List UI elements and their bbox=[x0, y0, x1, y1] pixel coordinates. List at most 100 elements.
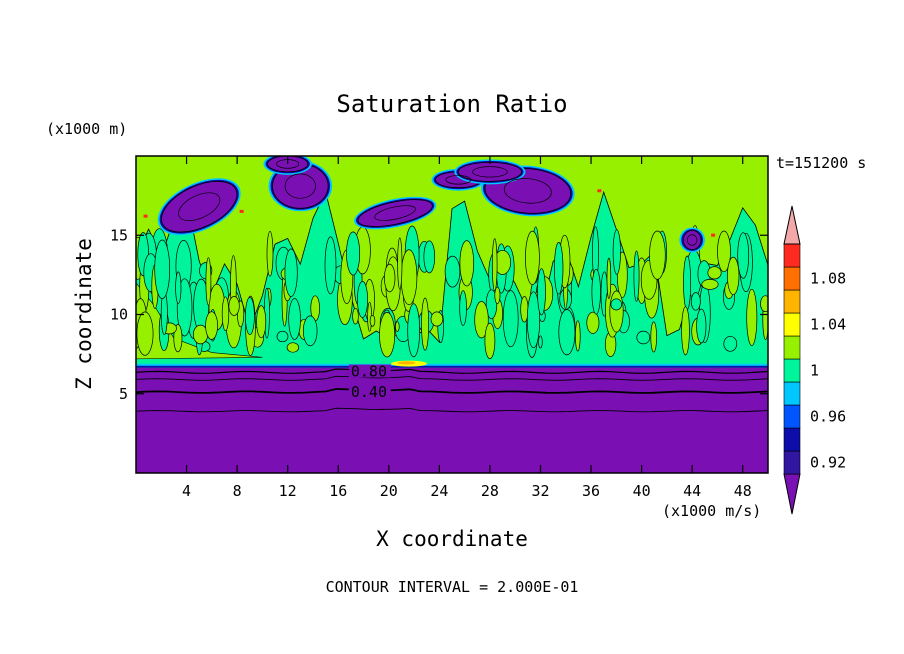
cloud-streak bbox=[245, 297, 255, 335]
y-unit-label: (x1000 m) bbox=[46, 120, 127, 138]
y-tick-label: 10 bbox=[110, 306, 128, 324]
dry-layer-edge bbox=[136, 365, 768, 368]
colorbar-segment bbox=[783, 335, 801, 360]
cloud-streak bbox=[606, 257, 612, 299]
x-tick-label: 40 bbox=[633, 482, 651, 500]
cloud-streak bbox=[683, 255, 692, 311]
colorbar-segment bbox=[783, 404, 801, 429]
x-tick-label: 44 bbox=[683, 482, 701, 500]
cloud-streak bbox=[346, 231, 361, 276]
cloud-streak bbox=[444, 255, 461, 288]
contour-line bbox=[284, 173, 316, 199]
colorbar-segment bbox=[783, 427, 801, 452]
chart-title: Saturation Ratio bbox=[336, 90, 567, 118]
supersaturated-speck bbox=[143, 214, 148, 218]
cloud-streak bbox=[324, 236, 337, 295]
cloud-streak bbox=[717, 230, 731, 273]
y-tick-label: 15 bbox=[110, 226, 128, 244]
cloud-streak bbox=[395, 321, 400, 332]
colorbar-segment bbox=[783, 266, 801, 291]
contour-label: 0.80 bbox=[351, 363, 387, 381]
x-unit-label: (x1000 m/s) bbox=[662, 502, 761, 520]
contour-line bbox=[686, 234, 698, 246]
cloud-streak bbox=[723, 335, 738, 352]
colorbar-segment bbox=[783, 358, 801, 383]
subsaturated-patch bbox=[457, 161, 522, 182]
cloud-streak bbox=[491, 238, 498, 292]
cloud-streak bbox=[701, 279, 719, 290]
cloud-streak bbox=[650, 321, 657, 353]
supersaturated-speck bbox=[239, 209, 244, 213]
cloud-streak bbox=[369, 314, 376, 327]
cloud-streak bbox=[760, 295, 768, 313]
x-tick-label: 20 bbox=[380, 482, 398, 500]
cloud-streak bbox=[727, 256, 740, 296]
time-label: t=151200 s bbox=[776, 154, 866, 172]
cloud-streak bbox=[136, 311, 154, 356]
cloud-streak bbox=[384, 263, 396, 293]
colorbar-segment bbox=[783, 381, 801, 406]
cloud-streak bbox=[538, 335, 543, 349]
cloud-streak bbox=[379, 312, 396, 358]
x-tick-label: 8 bbox=[233, 482, 242, 500]
x-tick-label: 16 bbox=[329, 482, 347, 500]
contour-line bbox=[136, 368, 768, 374]
cloud-streak bbox=[525, 230, 540, 285]
cloud-streak bbox=[288, 298, 301, 340]
contour-label-bg bbox=[348, 364, 391, 378]
cloud-streak bbox=[502, 290, 519, 348]
colorbar-segment bbox=[783, 243, 801, 268]
contour-line bbox=[136, 388, 768, 394]
cloud-streak bbox=[485, 289, 498, 320]
cloud-streak bbox=[636, 330, 651, 345]
cloud-streak bbox=[173, 324, 183, 353]
supersaturated-speck bbox=[711, 233, 716, 237]
cloud-streak bbox=[707, 266, 722, 280]
x-tick-label: 28 bbox=[481, 482, 499, 500]
colorbar-segment bbox=[783, 473, 801, 515]
x-axis-label: X coordinate bbox=[376, 527, 528, 551]
contour-interval-note: CONTOUR INTERVAL = 2.000E-01 bbox=[326, 578, 579, 596]
cloud-streak bbox=[612, 229, 621, 275]
cloud-streak bbox=[421, 297, 430, 351]
cloud-streak bbox=[575, 320, 581, 352]
colorbar-label: 1.08 bbox=[810, 270, 846, 288]
colorbar-segment bbox=[783, 312, 801, 337]
cloud-streak bbox=[609, 290, 624, 333]
cloud-streak bbox=[302, 315, 318, 347]
y-axis: 5 10 15 bbox=[110, 226, 768, 403]
x-tick-label: 36 bbox=[582, 482, 600, 500]
x-tick-label: 12 bbox=[279, 482, 297, 500]
contour-label-bg bbox=[348, 385, 391, 399]
subsaturated-patch bbox=[357, 199, 433, 227]
cloud-streak bbox=[256, 305, 267, 339]
cloud-streak bbox=[537, 268, 546, 316]
subsaturated-patch bbox=[682, 230, 702, 250]
cloud-streak bbox=[286, 342, 300, 353]
cloud-streak bbox=[205, 257, 212, 306]
cloud-streak bbox=[205, 311, 218, 340]
cloud-streak bbox=[474, 301, 489, 339]
cloud-streak bbox=[154, 239, 171, 299]
cloud-streak bbox=[484, 322, 496, 360]
cloud-streak bbox=[690, 292, 701, 311]
cloud-streak bbox=[430, 311, 444, 327]
cloud-streak bbox=[554, 242, 564, 295]
contour-line bbox=[503, 178, 552, 204]
plot-frame bbox=[135, 155, 769, 474]
y-axis-label: Z coordinate bbox=[72, 238, 96, 390]
cloud-streak bbox=[526, 291, 541, 349]
x-tick-label: 32 bbox=[531, 482, 549, 500]
supersaturated-lens bbox=[397, 361, 416, 365]
cloud-streak bbox=[558, 309, 576, 356]
cloud-streak bbox=[400, 249, 418, 305]
cloud-streak bbox=[591, 268, 601, 315]
cloud-streak bbox=[696, 308, 707, 344]
cloud-streak bbox=[276, 330, 289, 343]
contour-label: 0.40 bbox=[351, 383, 387, 401]
colorbar-label: 1 bbox=[810, 362, 819, 380]
cloud-streak bbox=[737, 232, 750, 279]
colorbar-segment bbox=[783, 450, 801, 475]
cloud-streak bbox=[221, 296, 230, 332]
x-tick-label: 48 bbox=[734, 482, 752, 500]
